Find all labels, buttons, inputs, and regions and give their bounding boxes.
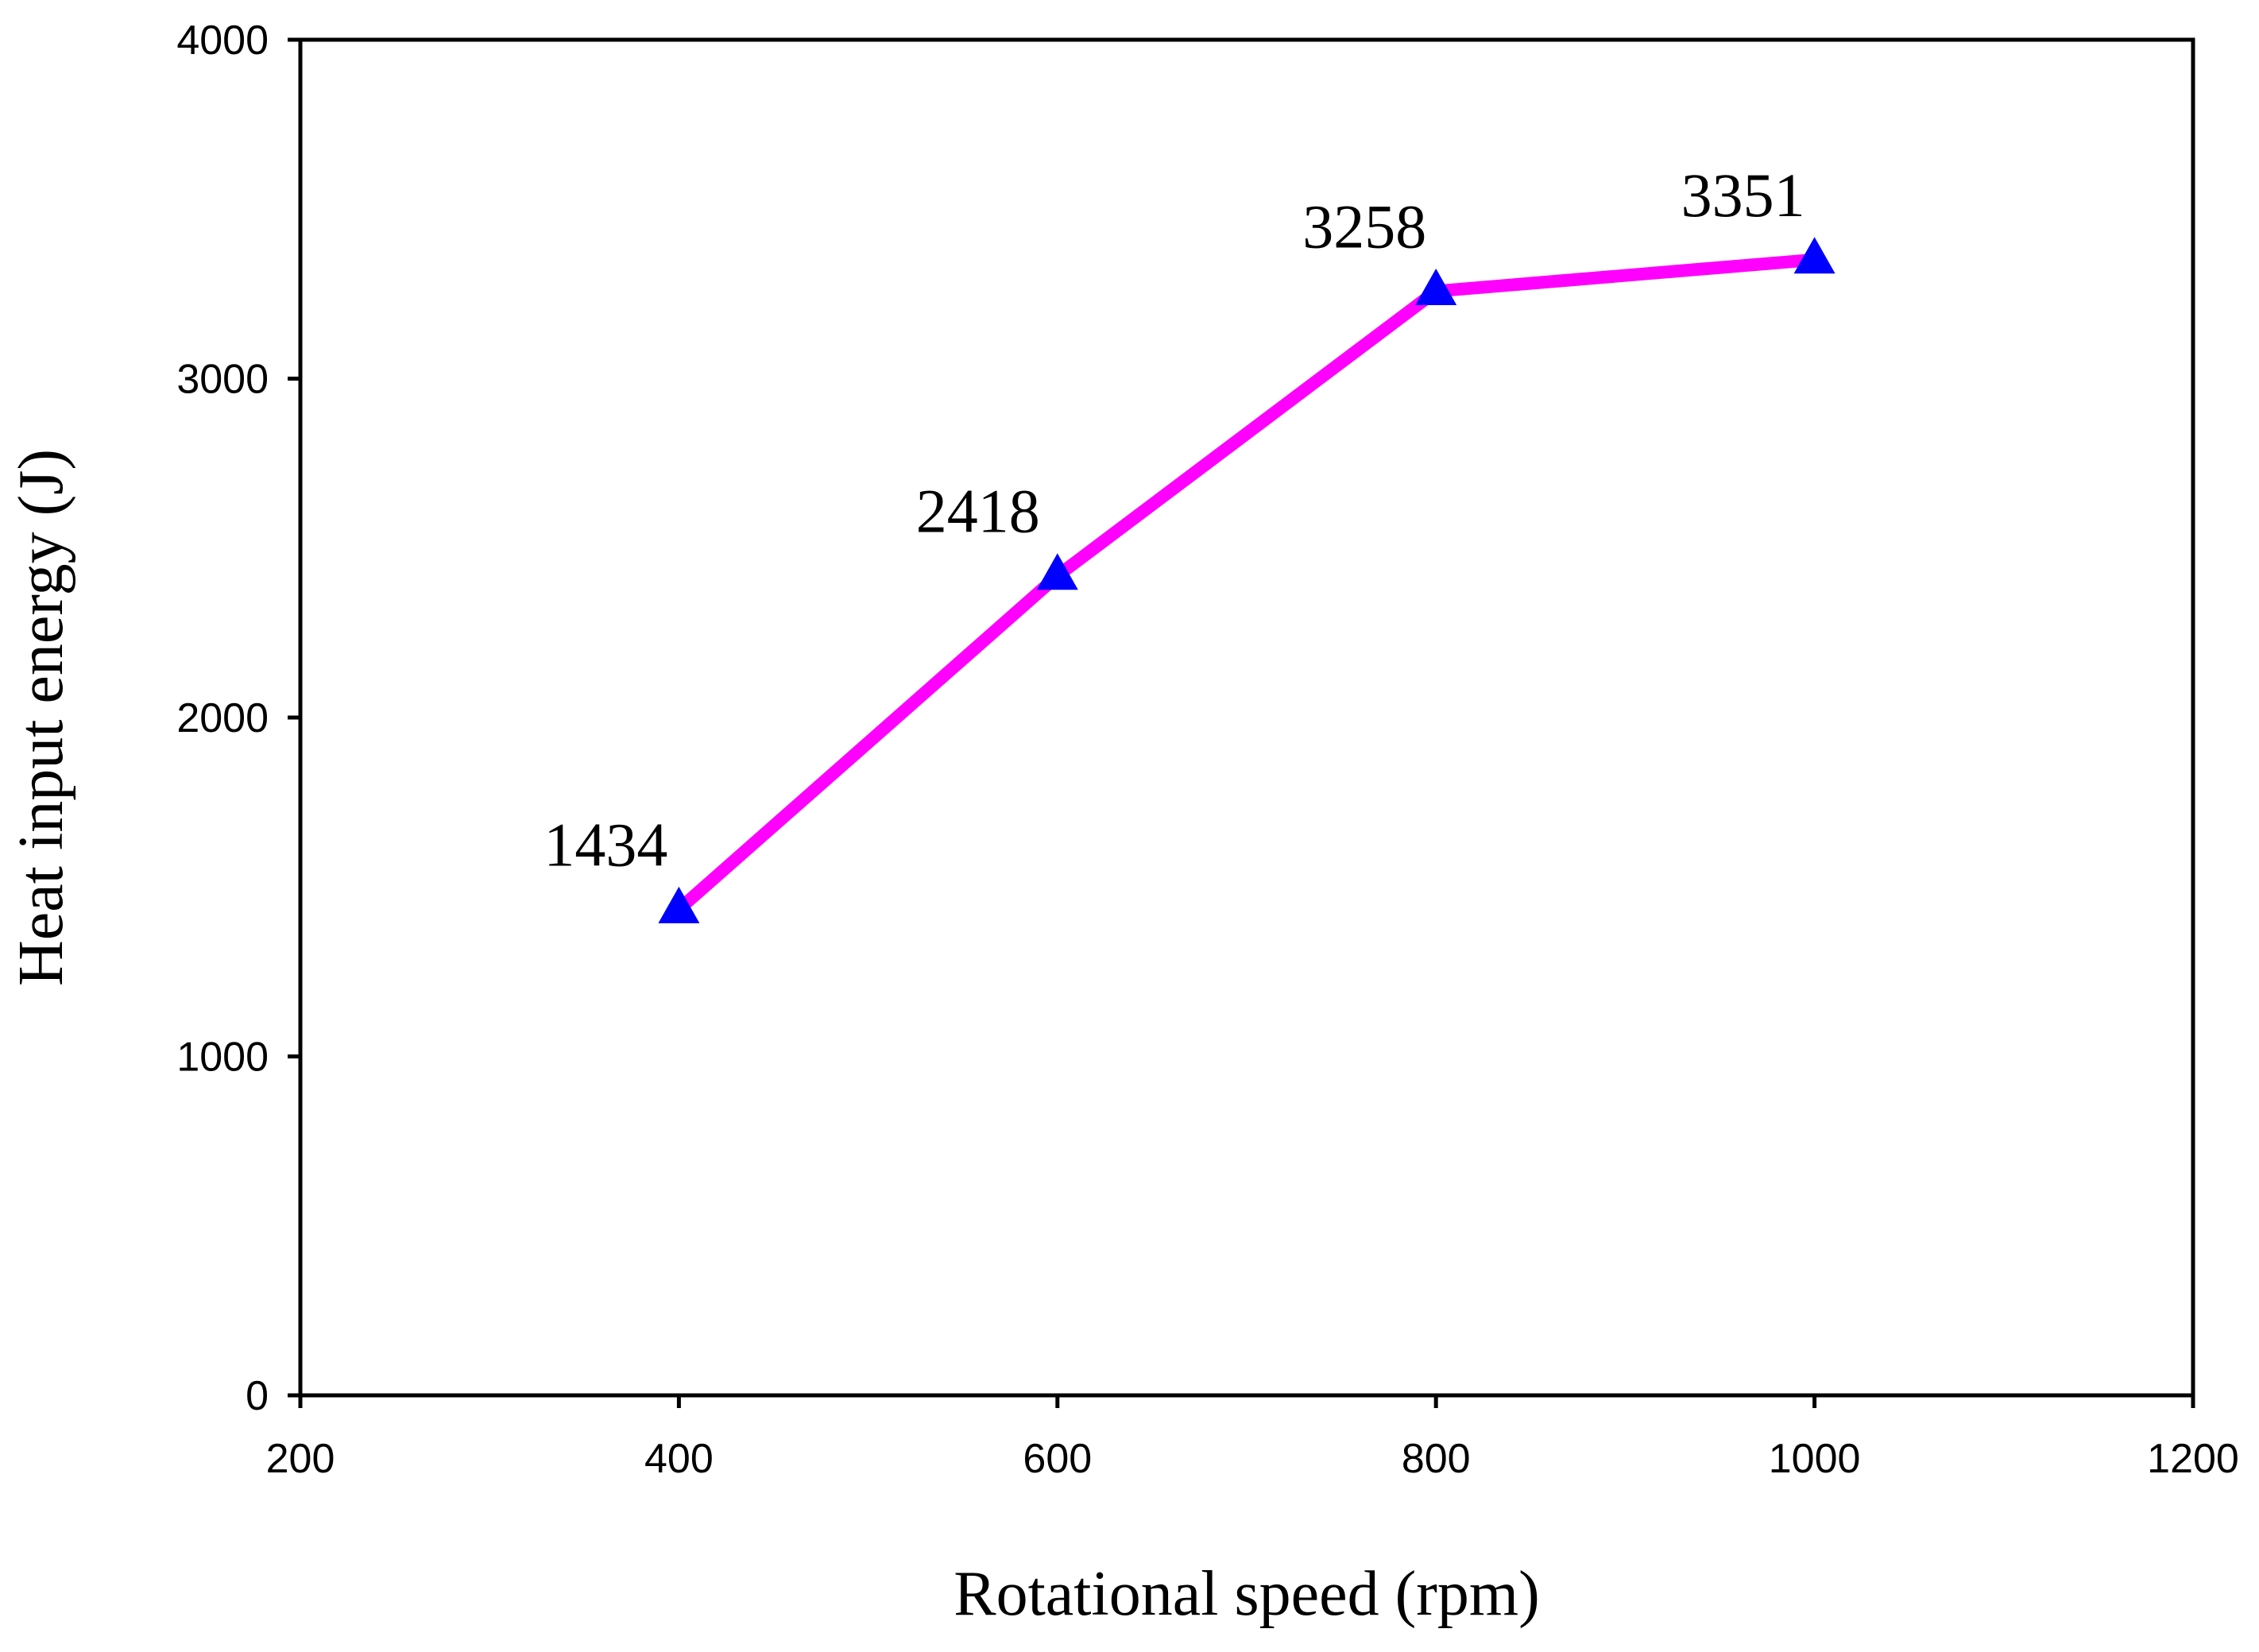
x-tick-label: 1200 xyxy=(2147,1436,2239,1482)
plot-frame xyxy=(298,37,2195,1398)
ticks: 200 400 600 800 1000 1200 0 1000 2000 3000 4000 xyxy=(176,17,2239,1482)
y-tick-label: 3000 xyxy=(176,357,269,403)
series-line xyxy=(675,253,1816,915)
data-label: 2418 xyxy=(916,477,1040,546)
y-tick-label: 0 xyxy=(246,1373,269,1419)
axes xyxy=(298,37,2195,1398)
data-label: 1434 xyxy=(543,810,667,879)
series xyxy=(658,237,1835,923)
x-tick-label: 200 xyxy=(266,1436,335,1482)
data-label: 3351 xyxy=(1681,161,1805,230)
y-tick-label: 1000 xyxy=(176,1035,269,1081)
data-labels: 1434 2418 3258 3351 xyxy=(543,161,1804,880)
y-tick-label: 2000 xyxy=(176,695,269,741)
data-point-marker xyxy=(1793,237,1835,274)
data-label: 3258 xyxy=(1302,192,1426,261)
y-tick-label: 4000 xyxy=(176,17,269,64)
x-tick-label: 1000 xyxy=(1769,1436,1861,1482)
data-point-marker xyxy=(658,886,700,923)
data-point-marker xyxy=(1036,553,1078,590)
x-tick-label: 600 xyxy=(1023,1436,1092,1482)
x-axis-title: Rotational speed (rpm) xyxy=(953,1559,1540,1629)
y-axis-title: Heat input energy (J) xyxy=(6,449,76,986)
data-point-marker xyxy=(1415,268,1457,305)
x-tick-label: 800 xyxy=(1402,1436,1471,1482)
x-tick-label: 400 xyxy=(644,1436,714,1482)
